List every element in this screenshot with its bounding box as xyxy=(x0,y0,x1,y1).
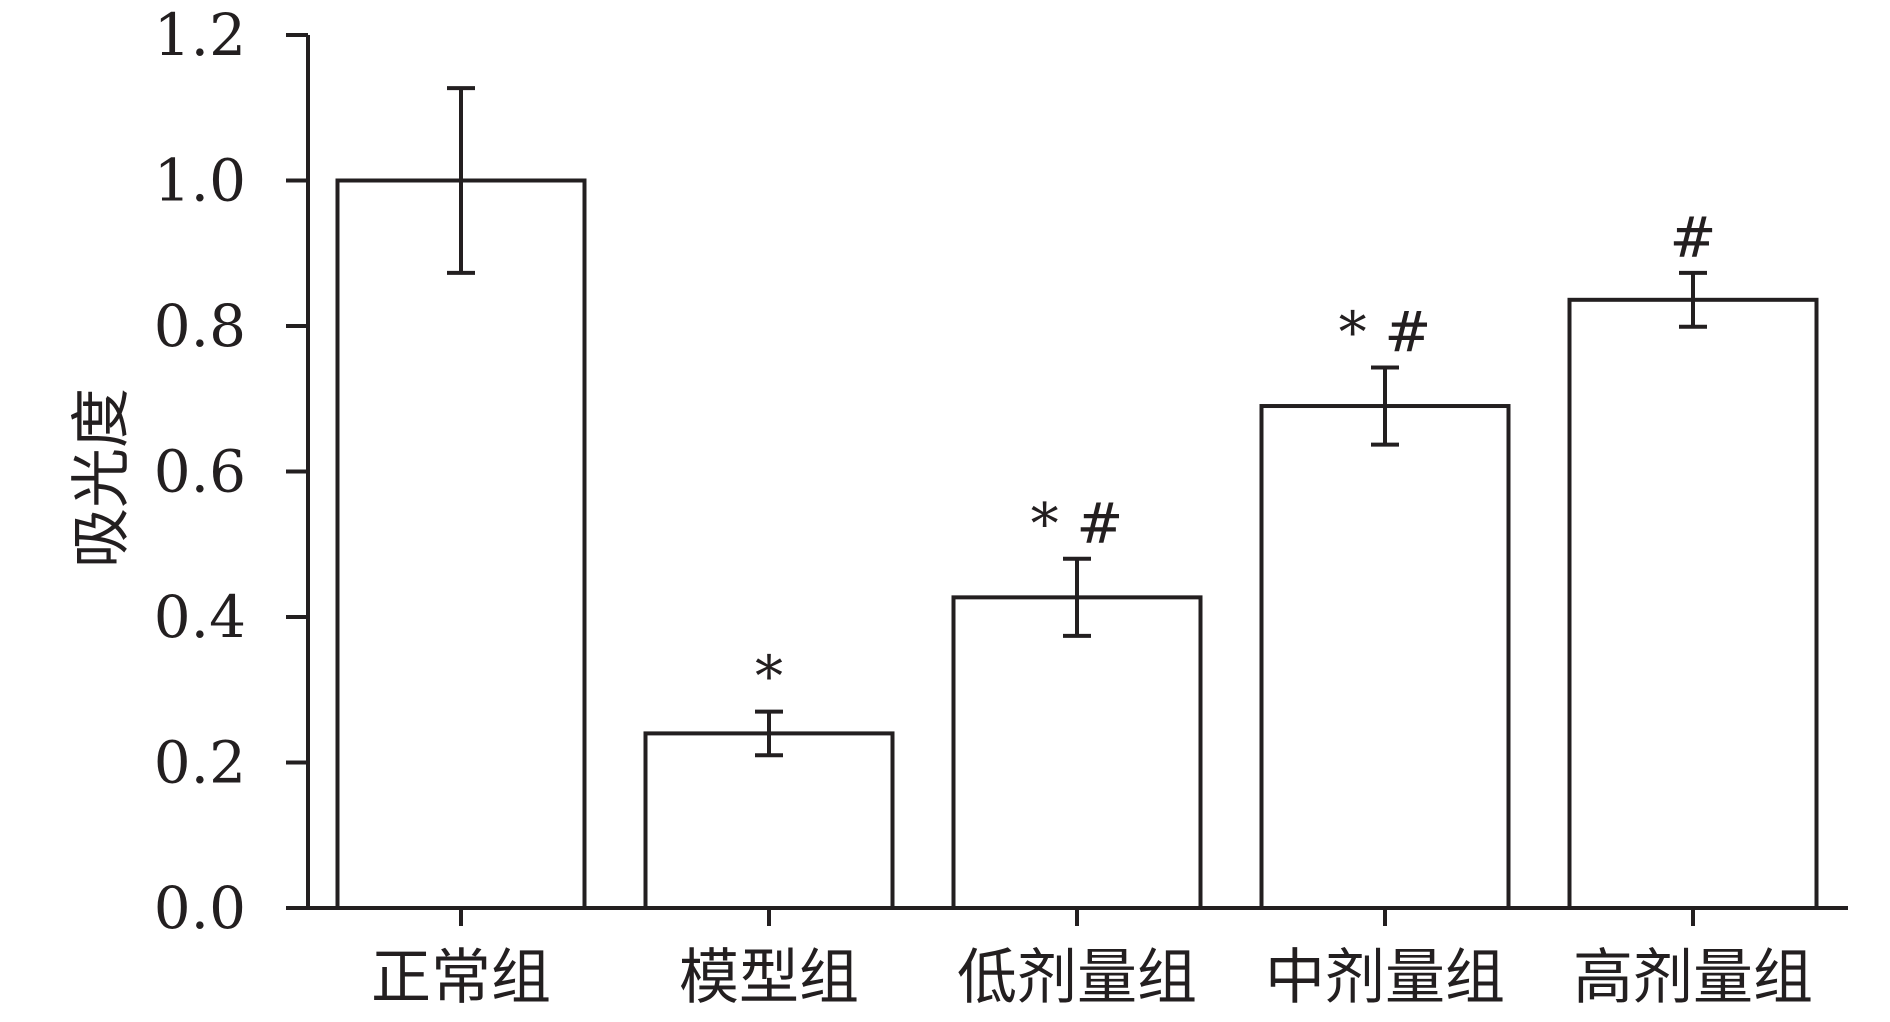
significance-label: * # xyxy=(1031,492,1124,557)
bar xyxy=(1567,297,1819,910)
error-bars xyxy=(447,86,1707,758)
bar xyxy=(951,595,1203,910)
bars xyxy=(335,178,1819,926)
significance-annotations: * * # * # # xyxy=(755,206,1716,710)
bar xyxy=(643,731,895,911)
y-tick-label: 0.2 xyxy=(154,729,246,797)
bar xyxy=(1259,404,1511,910)
y-tick-label: 0.0 xyxy=(154,874,246,942)
significance-label: * # xyxy=(1339,300,1432,365)
significance-label: # xyxy=(1670,206,1717,271)
y-tick-label: 0.6 xyxy=(154,438,246,506)
x-category-label: 正常组 xyxy=(371,943,551,1013)
x-categories: 正常组 模型组 低剂量组 中剂量组 高剂量组 xyxy=(371,943,1813,1013)
x-category-label: 模型组 xyxy=(679,943,859,1013)
x-category-label: 中剂量组 xyxy=(1265,943,1505,1013)
significance-label: * xyxy=(755,645,783,710)
y-tick-label: 1.0 xyxy=(154,147,246,215)
bar xyxy=(335,178,587,910)
y-tick-label: 0.8 xyxy=(154,292,246,360)
x-category-label: 低剂量组 xyxy=(957,943,1197,1013)
y-tick-label: 0.4 xyxy=(154,583,246,651)
y-ticks: 0.0 0.2 0.4 0.6 0.8 1.0 1.2 xyxy=(154,1,308,942)
y-axis-label: 吸光度 xyxy=(67,388,137,568)
y-tick-label: 1.2 xyxy=(154,1,246,69)
x-category-label: 高剂量组 xyxy=(1573,943,1813,1013)
